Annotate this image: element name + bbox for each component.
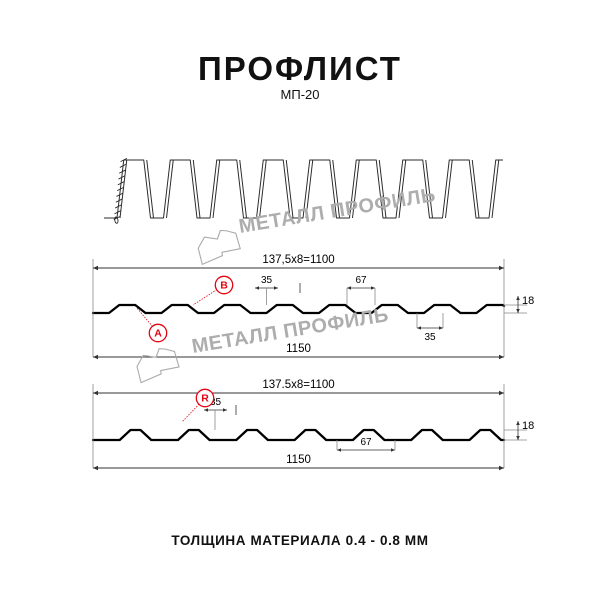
svg-text:B: B (220, 279, 228, 291)
svg-text:35: 35 (261, 275, 273, 286)
svg-text:A: A (154, 327, 162, 339)
svg-text:18: 18 (522, 420, 534, 432)
svg-text:1150: 1150 (286, 343, 311, 355)
svg-text:R: R (201, 392, 209, 404)
svg-text:67: 67 (360, 437, 372, 448)
svg-text:35: 35 (424, 332, 436, 343)
svg-text:137,5x8=1100: 137,5x8=1100 (262, 254, 334, 266)
svg-text:18: 18 (522, 295, 534, 307)
svg-text:1150: 1150 (286, 454, 311, 466)
svg-text:137.5x8=1100: 137.5x8=1100 (262, 379, 334, 391)
svg-text:67: 67 (355, 275, 367, 286)
svg-text:МЕТАЛЛ ПРОФИЛЬ: МЕТАЛЛ ПРОФИЛЬ (237, 184, 437, 238)
